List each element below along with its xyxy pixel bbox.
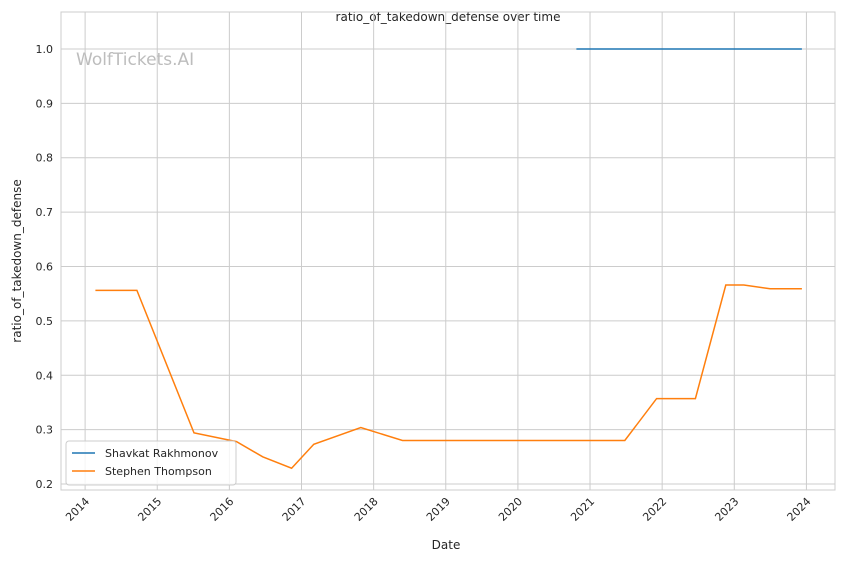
y-tick-label: 1.0 bbox=[36, 43, 54, 56]
x-tick-label: 2021 bbox=[568, 495, 597, 524]
x-tick-label: 2014 bbox=[63, 495, 92, 524]
grid bbox=[61, 12, 835, 490]
x-tick-label: 2015 bbox=[135, 495, 164, 524]
x-tick-label: 2022 bbox=[640, 495, 669, 524]
x-tick-label: 2020 bbox=[496, 495, 525, 524]
watermark: WolfTickets.AI bbox=[76, 50, 194, 70]
x-tick-label: 2024 bbox=[785, 495, 814, 524]
legend-label-shavkat-rakhmonov: Shavkat Rakhmonov bbox=[105, 447, 219, 460]
y-axis-label: ratio_of_takedown_defense bbox=[10, 179, 24, 342]
y-tick-label: 0.2 bbox=[36, 478, 54, 491]
x-tick-labels: 2014 2015 2016 2017 2018 2019 2020 2021 2022 2023… bbox=[63, 495, 813, 524]
y-tick-label: 0.6 bbox=[36, 260, 54, 273]
x-tick-label: 2017 bbox=[280, 495, 309, 524]
y-tick-label: 0.8 bbox=[36, 152, 54, 165]
series-line-stephen-thompson bbox=[95, 284, 802, 470]
y-tick-label: 0.3 bbox=[36, 424, 54, 437]
x-axis-label: Date bbox=[432, 538, 461, 552]
x-tick-label: 2018 bbox=[352, 495, 381, 524]
y-tick-labels: 0.2 0.3 0.4 0.5 0.6 0.7 0.8 0.9 1.0 bbox=[36, 43, 54, 491]
legend: Shavkat Rakhmonov Stephen Thompson bbox=[65, 440, 237, 486]
x-tick-label: 2016 bbox=[208, 495, 237, 524]
legend-label-stephen-thompson: Stephen Thompson bbox=[105, 465, 212, 478]
chart-title: ratio_of_takedown_defense over time bbox=[336, 10, 561, 24]
x-tick-label: 2023 bbox=[712, 495, 741, 524]
y-tick-label: 0.7 bbox=[36, 206, 54, 219]
series-lines bbox=[95, 48, 802, 470]
x-tick-label: 2019 bbox=[424, 495, 453, 524]
legend-box bbox=[65, 440, 237, 486]
y-tick-label: 0.9 bbox=[36, 97, 54, 110]
plot-frame bbox=[60, 11, 836, 491]
y-tick-label: 0.4 bbox=[36, 369, 54, 382]
y-tick-label: 0.5 bbox=[36, 315, 54, 328]
